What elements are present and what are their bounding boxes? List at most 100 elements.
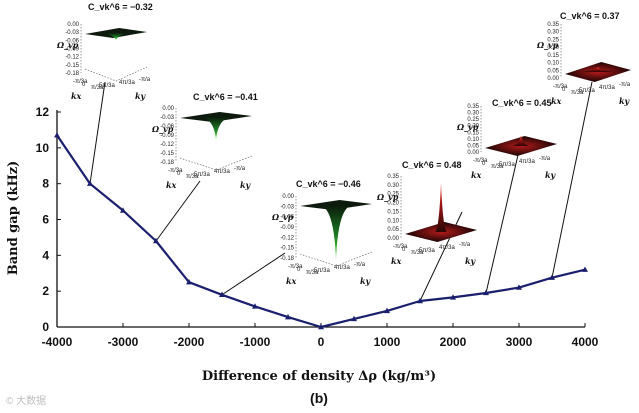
y-tick-label: 4	[42, 248, 49, 262]
inset-ky-label: ky	[240, 180, 252, 190]
leader-line	[89, 81, 106, 184]
inset-y-tick: 0.15	[467, 130, 479, 136]
inset-y-tick: 0.15	[547, 53, 559, 59]
inset-kx-tick: π/3a	[491, 164, 504, 170]
inset-kx-tick: -π/3a	[553, 84, 568, 90]
inset-y-axis-label: Ω_vp	[151, 124, 174, 134]
y-tick-label: 6	[42, 213, 49, 227]
inset-kx-tick: π/3a	[186, 174, 199, 180]
inset-kx-tick: 0	[297, 267, 301, 273]
inset-y-tick: 0.05	[467, 143, 479, 149]
figure-caption: (b)	[310, 390, 328, 406]
y-tick-label: 2	[42, 284, 49, 298]
inset-kx-label: kx	[286, 276, 297, 286]
inset-title: C_vk^6 = 0.48	[402, 160, 462, 170]
y-tick-label: 10	[36, 141, 50, 155]
inset-y-tick: 0.00	[282, 194, 294, 200]
inset-title: C_vk^6 = −0.32	[88, 2, 153, 12]
watermark: © 大数据	[6, 394, 46, 407]
x-tick-label: -3000	[108, 335, 139, 349]
x-tick-label: -1000	[240, 335, 271, 349]
inset-y-tick: 0.00	[547, 76, 559, 82]
inset-red-4: C_vk^6 = 0.48 Ω_vp 0.35 0.30 0.25 0.20 0.15 0.1…	[376, 160, 477, 266]
x-tick-label: -2000	[174, 335, 205, 349]
inset-y-tick: 0.00	[467, 150, 479, 156]
inset-surface-well	[320, 205, 352, 261]
y-tick-label: 0	[42, 320, 49, 334]
inset-kx-tick: π/3a	[571, 90, 584, 96]
inset-ky-tick: 5π/3a	[419, 248, 435, 254]
inset-green-1: C_vk^6 = −0.32 Ω_vp 0.00 -0.03 -0.06 -0.09 -0.…	[56, 2, 153, 101]
leader-line	[221, 252, 286, 296]
inset-y-tick: -0.03	[65, 30, 79, 36]
inset-y-tick: 0.00	[67, 22, 79, 28]
inset-ky-label: ky	[545, 170, 557, 180]
inset-y-tick: 0.05	[547, 68, 559, 74]
inset-ky-tick: -π/a	[459, 242, 471, 248]
inset-kx-label: kx	[166, 180, 177, 190]
inset-floor-edge	[299, 251, 373, 267]
inset-red-5: C_vk^6 = 0.45 Ω_vp 0.350.300.250.200.150.1…	[456, 98, 557, 180]
leader-line	[551, 81, 593, 278]
inset-ky-tick: -π/a	[354, 262, 366, 268]
x-tick-label: 4000	[572, 335, 599, 349]
inset-y-tick: 0.20	[387, 201, 399, 207]
inset-leader-lines	[89, 81, 593, 302]
inset-y-tick: -0.18	[280, 256, 294, 262]
inset-y-tick: -0.03	[280, 204, 294, 210]
inset-kx-tick: π/3a	[306, 270, 319, 276]
inset-surface-well	[106, 33, 126, 40]
inset-y-tick: 0.10	[547, 61, 559, 67]
inset-ky-tick: 4π/3a	[334, 265, 350, 271]
inset-green-3: C_vk^6 = −0.46 Ω_vp 0.00 -0.03 -0.06 -0.09 -0.…	[271, 179, 373, 286]
inset-floor-edge	[84, 66, 148, 82]
data-point	[153, 237, 159, 244]
inset-y-axis-label: Ω_vp	[376, 192, 399, 202]
x-tick-label: 1000	[374, 335, 401, 349]
inset-kx-label: kx	[551, 96, 562, 106]
inset-y-tick: 0.15	[387, 209, 399, 215]
inset-y-tick: 0.05	[387, 227, 399, 233]
y-tick-label: 12	[36, 105, 50, 119]
data-point	[186, 279, 192, 285]
inset-y-tick: -0.15	[160, 151, 174, 157]
inset-kx-tick: 0	[177, 171, 181, 177]
inset-y-axis-label: Ω_vp	[271, 212, 294, 222]
inset-y-tick: -0.12	[65, 55, 79, 61]
inset-kx-tick: 0	[482, 161, 486, 167]
inset-red-6: C_vk^6 = 0.37 Ω_vp 0.35 0.300.25 0.20 0.15 0.1…	[536, 11, 631, 106]
inset-y-tick: -0.09	[65, 47, 79, 53]
inset-y-tick: 0.10	[387, 218, 399, 224]
inset-y-tick: -0.09	[280, 225, 294, 231]
inset-ky-tick: -π/a	[539, 156, 551, 162]
inset-kx-tick: -π/3a	[393, 244, 408, 250]
inset-surface-peak	[513, 135, 529, 146]
inset-y-tick: -0.03	[160, 115, 174, 121]
data-point	[450, 294, 456, 300]
inset-y-tick: -0.06	[280, 215, 294, 221]
data-point	[252, 303, 258, 309]
leader-line	[485, 154, 519, 294]
inset-kx-tick: -π/3a	[73, 79, 88, 85]
inset-y-tick: 0.30	[547, 30, 559, 36]
inset-ky-tick: -π/a	[234, 166, 246, 172]
inset-kx-tick: 0	[562, 87, 566, 93]
x-tick-label: -4000	[42, 335, 73, 349]
inset-floor-edge	[179, 155, 253, 171]
x-tick-label: 3000	[506, 335, 533, 349]
x-tick-label: 0	[318, 335, 325, 349]
inset-green-2: C_vk^6 = −0.41 Ω_vp 0.00 -0.03 -0.06 -0.09 -0.…	[151, 92, 258, 190]
tick-labels: -4000 -3000 -2000 -1000 0 1000 2000 3000 4000024…	[36, 105, 599, 349]
x-axis-label: Difference of density Δρ (kg/m³)	[202, 369, 436, 384]
inset-ky-tick: 4π/3a	[599, 85, 615, 91]
data-point	[219, 291, 225, 297]
inset-ky-tick: 5π/3a	[99, 83, 115, 89]
inset-ky-tick: 5π/3a	[194, 172, 210, 178]
inset-y-tick: 0.30	[387, 183, 399, 189]
inset-ky-tick: 4π/3a	[119, 80, 135, 86]
inset-ky-tick: 4π/3a	[214, 169, 230, 175]
series-layer	[54, 132, 588, 330]
inset-y-tick: 0.25	[547, 37, 559, 43]
inset-ky-tick: 4π/3a	[439, 245, 455, 251]
